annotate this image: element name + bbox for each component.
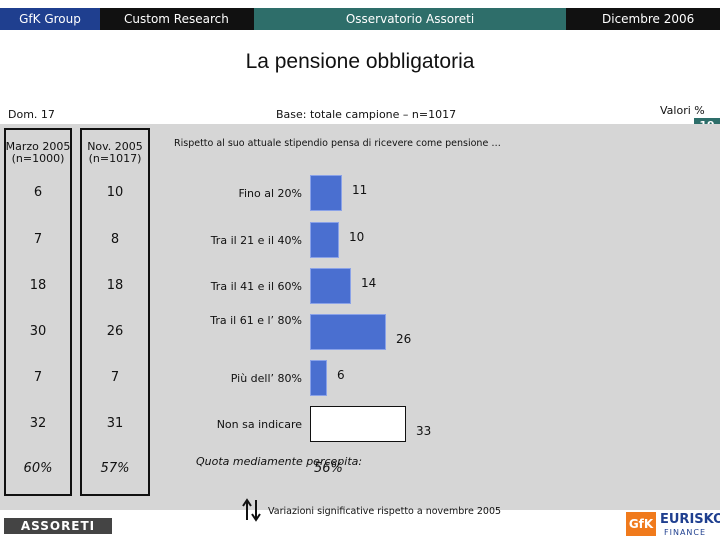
eurisko-logo-text: EURISKO — [660, 512, 720, 527]
col-n-nov: (n=1017) — [88, 152, 142, 165]
values-label: Valori % — [660, 104, 705, 117]
cell-march-1: 6 — [33, 185, 43, 200]
category-label: Tra il 21 e il 40% — [210, 234, 302, 247]
chart-bar — [310, 314, 386, 350]
bar-value-label: 11 — [352, 183, 368, 197]
bar-value-label: 26 — [396, 332, 412, 346]
cell-march-5: 7 — [33, 370, 43, 385]
chart-bar — [310, 222, 339, 258]
category-label: Tra il 61 e l’ 80% — [210, 314, 302, 327]
category-label: Non sa indicare — [216, 418, 302, 431]
cell-march-2: 7 — [33, 232, 43, 247]
date-label: Dicembre 2006 — [602, 12, 695, 26]
observatory-label: Osservatorio Assoreti — [254, 8, 566, 30]
variation-arrows-icon — [242, 498, 262, 522]
cell-nov-5: 7 — [110, 370, 120, 385]
chart-bar — [310, 406, 406, 442]
top-header-bar: GfK Group Custom Research Osservatorio A… — [0, 8, 720, 30]
category-label: Più dell’ 80% — [230, 372, 302, 385]
cell-march-6: 32 — [29, 416, 47, 431]
cell-march-3: 18 — [29, 278, 47, 293]
gfk-logo-mark: GfK — [626, 512, 656, 536]
question-text: Rispetto al suo attuale stipendio pensa … — [174, 138, 501, 149]
question-id: Dom. 17 — [8, 108, 55, 121]
category-label: Tra il 41 e il 60% — [210, 280, 302, 293]
bar-value-label: 10 — [349, 230, 365, 244]
column-box-nov — [80, 128, 150, 496]
assoreti-logo: ASSORETI — [4, 518, 112, 534]
bar-value-label: 6 — [337, 368, 345, 382]
bar-value-label: 33 — [416, 424, 432, 438]
page-title: La pensione obbligatoria — [245, 50, 475, 73]
category-label: Fino al 20% — [238, 187, 302, 200]
col-label-nov: Nov. 2005 — [87, 140, 143, 153]
finance-logo-text: FINANCE — [664, 528, 707, 537]
cell-nov-3: 18 — [106, 278, 124, 293]
cell-nov-2: 8 — [110, 232, 120, 247]
column-box-march — [4, 128, 72, 496]
gfk-eurisko-logo: GfK EURISKO FINANCE — [626, 510, 720, 540]
chart-bar — [310, 268, 351, 304]
footer-note: Variazioni significative rispetto a nove… — [268, 506, 502, 517]
quota-nov: 57% — [100, 461, 130, 476]
chart-bar — [310, 360, 327, 396]
bar-value-label: 14 — [361, 276, 377, 290]
quota-label: Quota mediamente percepita: — [196, 455, 363, 468]
section-label: Custom Research — [124, 12, 229, 26]
quota-march: 60% — [23, 461, 53, 476]
cell-nov-6: 31 — [106, 416, 124, 431]
base-label: Base: totale campione – n=1017 — [276, 108, 457, 121]
cell-nov-4: 26 — [106, 324, 124, 339]
chart-bar — [310, 175, 342, 211]
brand-label: GfK Group — [0, 8, 100, 30]
col-label-march: Marzo 2005 — [5, 140, 71, 153]
quota-value: 56% — [314, 461, 343, 476]
cell-nov-1: 10 — [106, 185, 124, 200]
cell-march-4: 30 — [29, 324, 47, 339]
col-n-march: (n=1000) — [11, 152, 65, 165]
